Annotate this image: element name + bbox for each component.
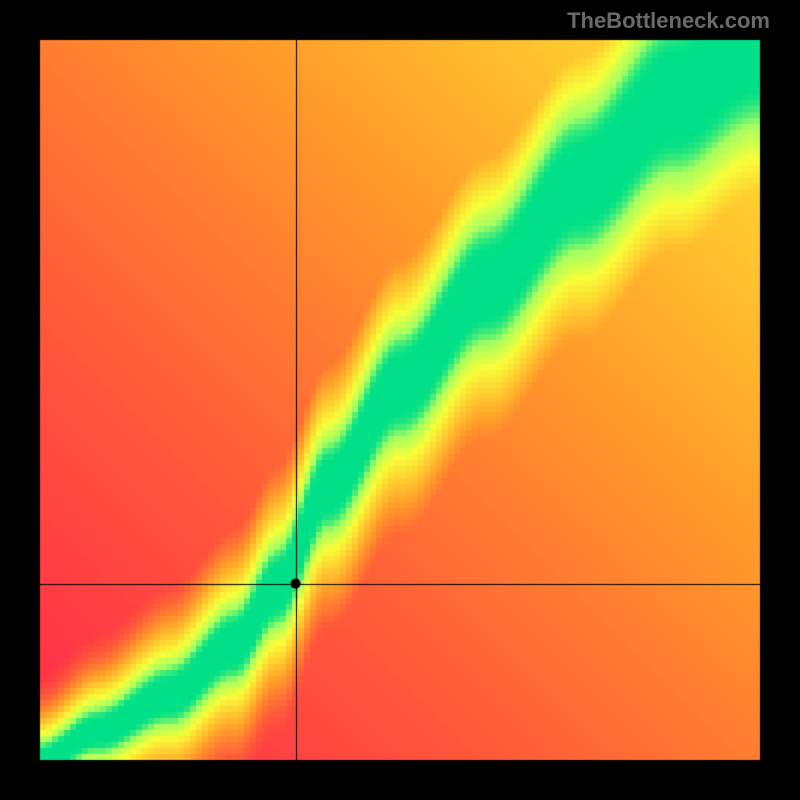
- chart-container: TheBottleneck.com: [0, 0, 800, 800]
- bottleneck-heatmap: [0, 0, 800, 800]
- watermark-text: TheBottleneck.com: [567, 8, 770, 34]
